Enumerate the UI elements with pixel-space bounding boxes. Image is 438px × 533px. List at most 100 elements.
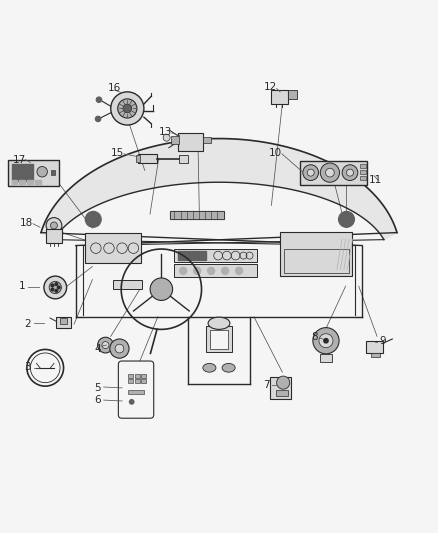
Bar xyxy=(60,318,67,324)
Circle shape xyxy=(320,163,339,182)
Bar xyxy=(360,170,366,174)
Bar xyxy=(135,374,140,378)
Circle shape xyxy=(307,169,314,176)
Text: 9: 9 xyxy=(379,336,386,346)
Bar xyxy=(138,154,156,164)
Circle shape xyxy=(27,350,64,386)
Polygon shape xyxy=(41,139,397,240)
Bar xyxy=(85,233,141,263)
Bar xyxy=(174,264,258,277)
Bar xyxy=(141,374,146,378)
Circle shape xyxy=(325,168,334,177)
Circle shape xyxy=(111,92,144,125)
Bar xyxy=(170,212,224,220)
Bar xyxy=(8,159,59,185)
Circle shape xyxy=(55,289,58,292)
Text: 17: 17 xyxy=(12,155,26,165)
Circle shape xyxy=(194,268,201,274)
Circle shape xyxy=(95,116,101,122)
Circle shape xyxy=(236,268,243,274)
Circle shape xyxy=(346,169,353,176)
Circle shape xyxy=(110,339,129,358)
Circle shape xyxy=(303,165,318,181)
Text: 16: 16 xyxy=(108,83,121,93)
Text: 7: 7 xyxy=(263,380,269,390)
Circle shape xyxy=(98,337,113,353)
Bar xyxy=(210,330,228,350)
Bar xyxy=(178,251,206,261)
FancyBboxPatch shape xyxy=(118,361,154,418)
Bar xyxy=(51,170,55,175)
Bar xyxy=(19,181,25,184)
Circle shape xyxy=(324,338,328,343)
Bar xyxy=(141,379,146,383)
Circle shape xyxy=(102,342,109,349)
Bar xyxy=(206,326,232,352)
Circle shape xyxy=(180,268,187,274)
Bar xyxy=(366,341,383,353)
Bar xyxy=(136,155,140,161)
Bar xyxy=(128,379,133,383)
Circle shape xyxy=(163,134,170,141)
Bar xyxy=(135,379,140,383)
Circle shape xyxy=(85,212,101,227)
Bar xyxy=(300,160,367,184)
Ellipse shape xyxy=(222,364,235,372)
Ellipse shape xyxy=(208,317,230,329)
Circle shape xyxy=(313,328,339,354)
Circle shape xyxy=(130,400,134,404)
Bar xyxy=(360,164,366,168)
Ellipse shape xyxy=(203,364,216,372)
Bar xyxy=(46,229,62,243)
Text: 11: 11 xyxy=(369,175,382,185)
Bar xyxy=(12,164,33,181)
Bar xyxy=(128,390,144,394)
Circle shape xyxy=(51,284,54,287)
Text: 15: 15 xyxy=(111,148,124,158)
Circle shape xyxy=(50,222,57,229)
Text: 1: 1 xyxy=(18,281,25,291)
Bar xyxy=(12,181,17,184)
Circle shape xyxy=(123,104,132,113)
Circle shape xyxy=(115,344,124,353)
Bar xyxy=(272,90,288,103)
Circle shape xyxy=(319,334,333,348)
Bar xyxy=(203,137,211,143)
Bar xyxy=(174,249,258,262)
Text: 10: 10 xyxy=(268,148,282,158)
Bar xyxy=(320,354,332,362)
Circle shape xyxy=(96,97,102,102)
Text: 3: 3 xyxy=(25,362,31,372)
Circle shape xyxy=(339,212,354,227)
Circle shape xyxy=(150,278,173,301)
Circle shape xyxy=(37,166,47,177)
Text: 5: 5 xyxy=(94,383,101,393)
Bar xyxy=(113,280,142,289)
Circle shape xyxy=(57,286,60,289)
Bar xyxy=(360,176,366,181)
Bar xyxy=(177,133,203,151)
Bar xyxy=(270,376,291,399)
Text: 6: 6 xyxy=(94,395,101,405)
Circle shape xyxy=(342,165,358,181)
Bar xyxy=(56,317,71,328)
Circle shape xyxy=(208,268,215,274)
Bar xyxy=(171,135,179,144)
Circle shape xyxy=(55,283,58,286)
Bar xyxy=(280,232,352,276)
Bar xyxy=(27,181,33,184)
Text: 12: 12 xyxy=(264,83,277,93)
Circle shape xyxy=(44,276,67,299)
Bar xyxy=(35,181,41,184)
Bar xyxy=(371,353,380,357)
Bar xyxy=(179,155,188,164)
Text: 4: 4 xyxy=(94,344,101,354)
Circle shape xyxy=(51,288,54,291)
Circle shape xyxy=(46,217,62,233)
Circle shape xyxy=(277,376,290,389)
Bar xyxy=(284,248,349,272)
Bar xyxy=(276,391,288,395)
Circle shape xyxy=(49,281,61,294)
Text: 2: 2 xyxy=(25,319,31,329)
Text: 18: 18 xyxy=(20,218,34,228)
